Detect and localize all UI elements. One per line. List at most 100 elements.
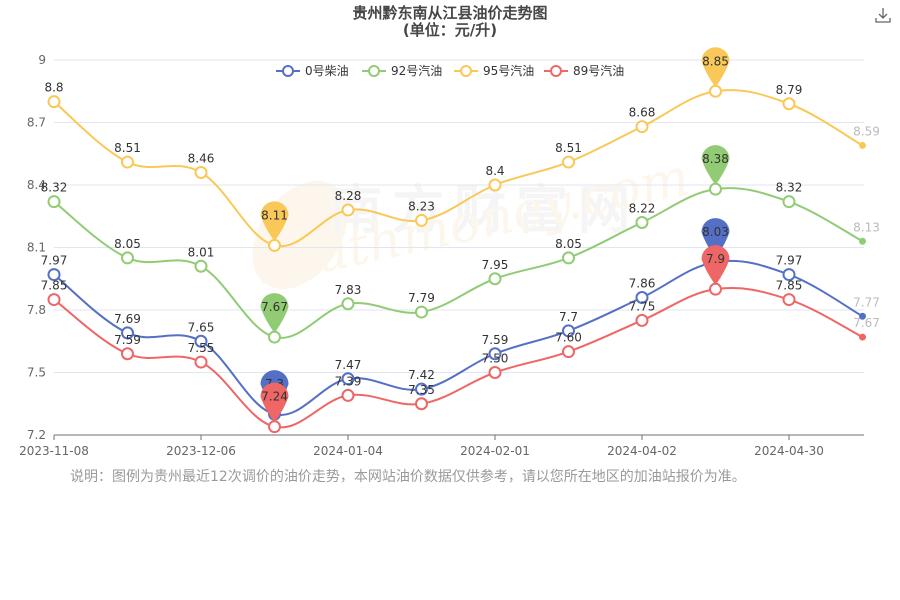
x-tick-label: 2023-12-06 <box>166 444 236 458</box>
data-point[interactable] <box>47 195 61 209</box>
data-point[interactable] <box>488 178 502 192</box>
data-label: 7.39 <box>335 374 362 388</box>
legend: 0号柴油 92号汽油 95号汽油 89号汽油 <box>276 63 624 78</box>
watermark-text: 南方财富网 <box>330 181 640 241</box>
data-point[interactable] <box>415 213 428 227</box>
chart-note: 说明：图例为贵州最近12次调价的油价走势，本网站油价数据仅供参考，请以您所在地区… <box>70 469 746 485</box>
chart-title-main: 贵州黔东南从江县油价走势图 <box>352 4 548 22</box>
legend-item[interactable]: 95号汽油 <box>454 63 534 78</box>
data-point[interactable] <box>562 251 575 265</box>
data-label: 7.55 <box>188 341 215 355</box>
data-label: 7.83 <box>335 283 362 297</box>
data-point[interactable] <box>268 238 281 252</box>
data-point[interactable] <box>121 326 134 340</box>
data-point[interactable] <box>709 182 722 196</box>
legend-item[interactable]: 89号汽油 <box>544 63 624 78</box>
chart-title: 贵州黔东南从江县油价走势图 (单位：元/升) <box>0 5 900 39</box>
data-point[interactable] <box>782 268 796 282</box>
data-point[interactable] <box>194 259 208 273</box>
data-label: 7.97 <box>776 254 803 268</box>
data-label: 8.13 <box>853 220 880 234</box>
data-point[interactable] <box>709 282 722 296</box>
data-point[interactable] <box>859 237 866 245</box>
data-point[interactable] <box>47 95 61 109</box>
data-point[interactable] <box>268 330 281 344</box>
data-point[interactable] <box>194 355 208 369</box>
data-label: 7.59 <box>114 333 141 347</box>
pin-marker: 7.67 <box>260 293 289 334</box>
data-point[interactable] <box>194 334 208 348</box>
data-point[interactable] <box>415 305 428 319</box>
data-point[interactable] <box>121 251 134 265</box>
series-0: 7.97 7.69 7.65 7.47 7.42 7.59 7.7 7.86 7.97 7.77 <box>41 254 880 421</box>
x-tick-label: 2023-11-08 <box>19 444 89 458</box>
data-point[interactable] <box>782 195 796 209</box>
y-tick-label: 7.8 <box>27 303 46 317</box>
data-label: 7.65 <box>188 320 215 334</box>
data-label: 7.7 <box>559 310 578 324</box>
data-label: 8.32 <box>41 181 68 195</box>
data-point[interactable] <box>415 382 428 396</box>
data-point[interactable] <box>562 345 575 359</box>
pin-marker: 8.38 <box>701 145 730 186</box>
data-point[interactable] <box>859 333 866 341</box>
download-icon[interactable] <box>874 6 892 24</box>
data-label: 7.97 <box>41 254 68 268</box>
x-tick-label: 2024-02-01 <box>460 444 530 458</box>
data-point[interactable] <box>47 268 61 282</box>
data-point[interactable] <box>709 84 722 98</box>
data-point[interactable] <box>194 166 208 179</box>
legend-item[interactable]: 0号柴油 <box>276 64 349 78</box>
data-point[interactable] <box>488 347 502 361</box>
data-point[interactable] <box>782 293 796 307</box>
series-2-pins: 8.11 8.85 <box>260 47 730 242</box>
pin-marker: 8.85 <box>701 47 730 88</box>
pin-label: 8.85 <box>702 54 729 68</box>
legend-label: 89号汽油 <box>573 63 624 78</box>
data-point[interactable] <box>488 366 502 379</box>
data-point[interactable] <box>635 313 649 327</box>
x-tick-label: 2024-04-30 <box>754 444 824 458</box>
series-1: 8.32 8.05 8.01 7.83 7.79 7.95 8.05 8.22 8.32 8.13 <box>41 181 880 344</box>
data-label: 8.79 <box>776 83 803 97</box>
data-label: 7.95 <box>482 258 509 272</box>
chart-subtitle: (单位：元/升) <box>402 21 498 39</box>
y-tick-label: 9 <box>38 53 46 67</box>
data-point[interactable] <box>341 203 355 217</box>
data-point[interactable] <box>859 141 866 149</box>
data-label: 8.05 <box>114 237 141 251</box>
data-point[interactable] <box>859 312 866 320</box>
data-label: 8.59 <box>853 124 880 138</box>
data-point[interactable] <box>635 120 649 134</box>
legend-label: 0号柴油 <box>305 64 349 78</box>
data-point[interactable] <box>488 272 502 286</box>
data-point[interactable] <box>121 155 134 169</box>
series-line <box>53 259 863 416</box>
data-point[interactable] <box>341 372 355 386</box>
data-label: 8.32 <box>776 181 803 195</box>
pin-label: 7.9 <box>706 252 725 266</box>
legend-item[interactable]: 92号汽油 <box>362 63 442 78</box>
data-point[interactable] <box>562 155 575 169</box>
data-label: 7.59 <box>482 333 509 347</box>
data-point[interactable] <box>121 347 134 361</box>
data-point[interactable] <box>341 388 355 402</box>
data-label: 8.51 <box>555 141 582 155</box>
data-point[interactable] <box>341 297 355 311</box>
series-1-pins: 7.67 8.38 <box>260 145 730 334</box>
y-tick-label: 8.4 <box>27 178 46 192</box>
data-point[interactable] <box>268 420 281 434</box>
data-point[interactable] <box>562 324 575 338</box>
data-point[interactable] <box>635 291 649 304</box>
data-point[interactable] <box>47 293 61 307</box>
y-tick-label: 7.2 <box>27 428 46 442</box>
data-label: 8.01 <box>188 245 215 259</box>
data-label: 7.60 <box>555 331 582 345</box>
data-point[interactable] <box>415 397 428 411</box>
legend-label: 95号汽油 <box>483 63 534 78</box>
data-point[interactable] <box>635 216 649 229</box>
pin-marker: 8.03 <box>701 218 730 259</box>
data-point[interactable] <box>782 97 796 111</box>
data-label: 7.67 <box>853 316 880 330</box>
x-tick-label: 2024-01-04 <box>313 444 383 458</box>
